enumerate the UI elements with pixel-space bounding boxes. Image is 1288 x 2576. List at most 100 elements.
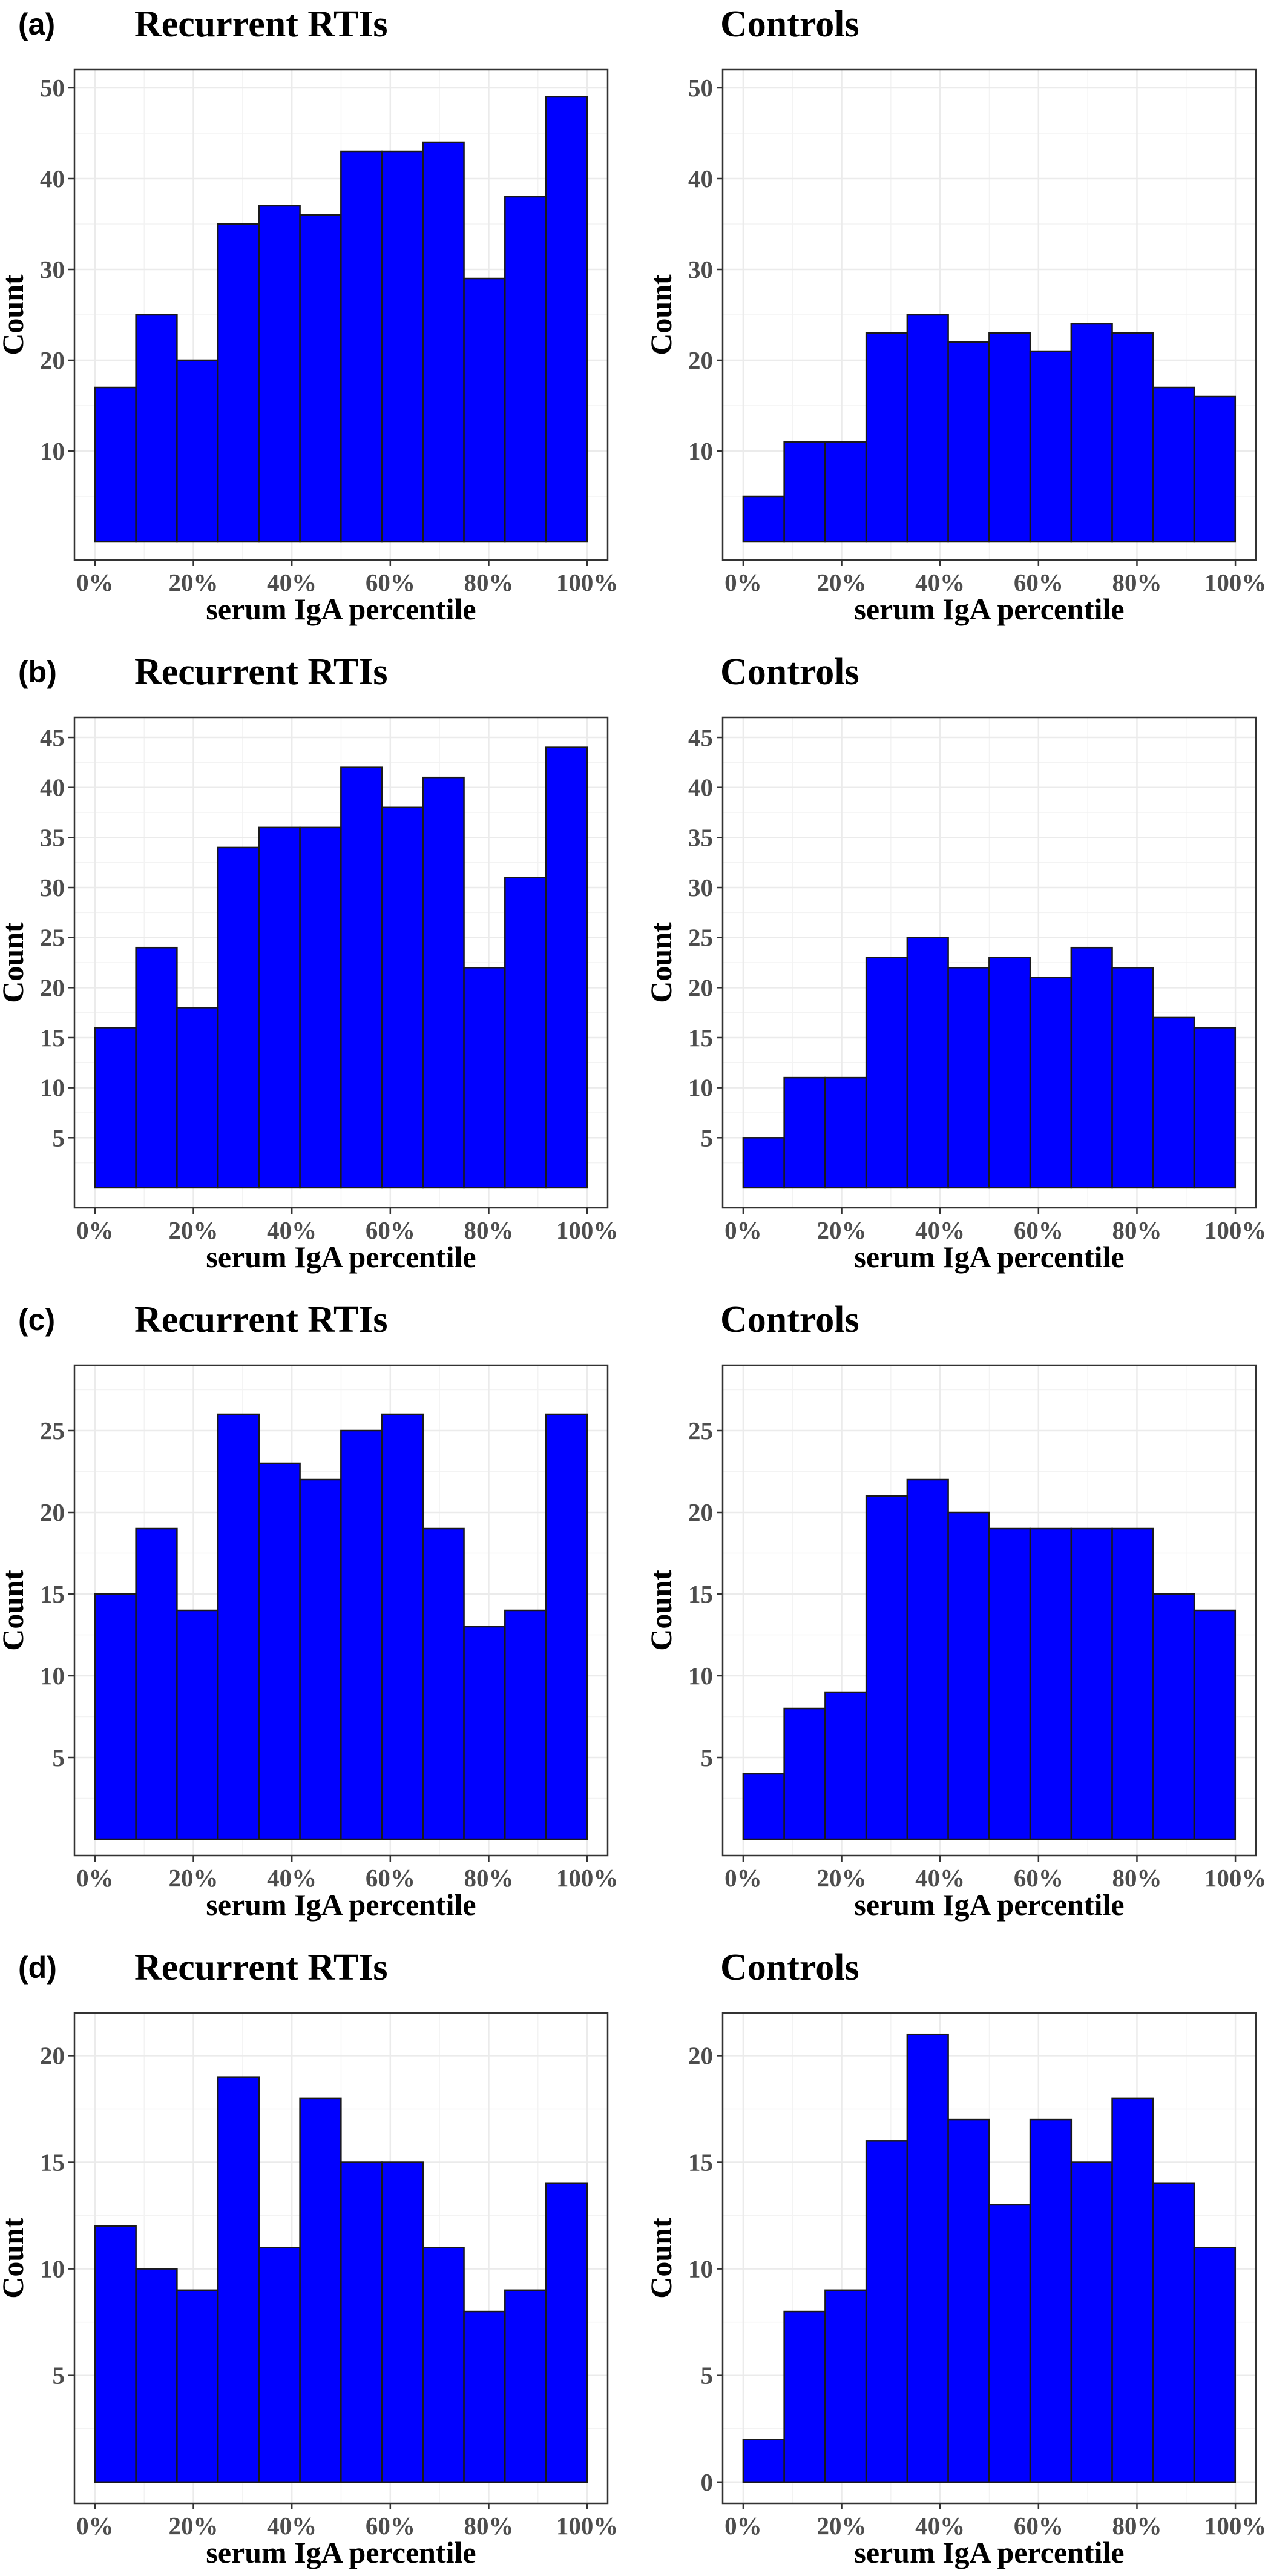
histogram-bar	[135, 946, 178, 1189]
panel-title: Recurrent RTIs	[134, 4, 388, 45]
histogram-bar	[545, 1413, 588, 1840]
histogram-bar	[340, 1429, 383, 1840]
histogram-bar	[1111, 967, 1154, 1189]
x-tick-label: 60%	[366, 1864, 415, 1892]
x-tick-label: 80%	[1112, 1216, 1162, 1244]
panel-letter: (a)	[18, 7, 55, 41]
histogram-bar	[258, 826, 301, 1189]
x-tick-label: 100%	[1204, 568, 1267, 596]
histogram-bar	[340, 766, 383, 1189]
histogram-bar	[1152, 386, 1195, 543]
panel-letter: (c)	[18, 1303, 55, 1337]
y-tick-label: 25	[688, 1417, 713, 1444]
x-tick-label: 100%	[1204, 2512, 1267, 2540]
y-tick-label: 5	[701, 2362, 714, 2390]
y-tick-label: 20	[40, 346, 65, 374]
histogram-bar	[1193, 1609, 1237, 1840]
y-tick-label: 40	[40, 165, 65, 193]
histogram-bar	[906, 314, 949, 543]
histogram-bar	[176, 2289, 219, 2483]
histogram-bar	[504, 196, 547, 543]
x-tick-label: 40%	[267, 1864, 317, 1892]
x-tick-label: 40%	[915, 2512, 965, 2540]
histogram-bar	[463, 277, 506, 543]
histogram-bar	[504, 2289, 547, 2483]
y-tick-label: 10	[688, 2255, 713, 2283]
histogram-bar	[742, 2439, 785, 2483]
y-tick-label: 45	[688, 723, 713, 751]
y-tick-label: 50	[40, 74, 65, 102]
panel-title: Recurrent RTIs	[134, 651, 388, 693]
histogram-bar	[906, 2033, 949, 2483]
histogram-bar	[217, 223, 260, 543]
histogram-bar	[1152, 1016, 1195, 1189]
histogram-bar	[1193, 2247, 1237, 2483]
histogram-bar	[176, 1609, 219, 1840]
x-axis-title: serum IgA percentile	[854, 1240, 1124, 1274]
histogram-bar	[217, 1413, 260, 1840]
y-tick-label: 15	[40, 1024, 65, 1052]
x-tick-label: 0%	[724, 1216, 762, 1244]
y-tick-label: 20	[688, 1498, 713, 1526]
histogram-bar	[742, 1137, 785, 1189]
y-tick-label: 40	[688, 774, 713, 802]
y-tick-label: 5	[701, 1124, 714, 1151]
histogram-bar	[1070, 1527, 1113, 1840]
x-tick-label: 60%	[366, 568, 415, 596]
x-tick-label: 60%	[366, 1216, 415, 1244]
histogram-bar	[340, 150, 383, 543]
y-tick-label: 15	[688, 1580, 713, 1608]
histogram-bar	[742, 495, 785, 543]
plot-frame	[73, 68, 609, 561]
y-axis-title: Count	[0, 1570, 30, 1651]
chart-panel-3-controls: 5 10 15 20 25 0% 20% 40% 60% 80% 100% serum IgA per…	[644, 1299, 1266, 1922]
panel-title: Controls	[720, 4, 859, 45]
histogram-bar	[947, 2118, 990, 2483]
histogram-bar	[340, 2161, 383, 2483]
y-axis-title: Count	[644, 2218, 678, 2299]
histogram-bar	[1111, 332, 1154, 543]
y-tick-label: 5	[701, 1744, 714, 1771]
histogram-bar	[824, 1076, 867, 1189]
y-tick-label: 20	[688, 2041, 713, 2069]
x-tick-label: 60%	[1014, 1216, 1063, 1244]
histogram-bar	[988, 957, 1031, 1189]
plot-frame	[721, 68, 1257, 561]
histogram-bar	[783, 1707, 826, 1840]
x-axis-title: serum IgA percentile	[206, 2535, 476, 2569]
histogram-bar	[865, 957, 908, 1189]
x-tick-label: 60%	[1014, 1864, 1063, 1892]
y-tick-label: 10	[40, 437, 65, 465]
chart-panel-1-recurrent: 10 20 30 40 50 0% 20% 40% 60% 80% 100% serum IgA pe…	[0, 4, 618, 626]
x-tick-label: 80%	[464, 1216, 513, 1244]
histogram-bar	[135, 1527, 178, 1840]
y-tick-label: 35	[40, 823, 65, 851]
y-tick-label: 40	[40, 774, 65, 802]
histogram-bar	[299, 826, 342, 1189]
plot-frame	[73, 2012, 609, 2505]
histogram-bar	[865, 2140, 908, 2483]
x-tick-label: 80%	[464, 1864, 513, 1892]
histogram-bar	[1029, 350, 1073, 543]
y-tick-label: 15	[688, 2149, 713, 2176]
histogram-bar	[1029, 2118, 1073, 2483]
x-tick-label: 20%	[169, 2512, 218, 2540]
histogram-bar	[176, 1007, 219, 1189]
histogram-bar	[824, 441, 867, 543]
histogram-bar	[988, 332, 1031, 543]
histogram-bar	[217, 2076, 260, 2483]
histogram-bar	[504, 877, 547, 1189]
x-tick-label: 40%	[267, 1216, 317, 1244]
x-tick-label: 60%	[1014, 568, 1063, 596]
histogram-bar	[504, 1609, 547, 1840]
y-tick-label: 15	[40, 2149, 65, 2176]
x-tick-label: 60%	[1014, 2512, 1063, 2540]
histogram-bar	[783, 2310, 826, 2483]
panel-title: Recurrent RTIs	[134, 1299, 388, 1340]
x-tick-label: 100%	[556, 2512, 619, 2540]
y-tick-label: 5	[53, 1124, 65, 1151]
plot-frame	[721, 1364, 1257, 1857]
histogram-bar	[545, 2182, 588, 2483]
histogram-bar	[422, 141, 465, 543]
x-tick-label: 100%	[1204, 1864, 1267, 1892]
